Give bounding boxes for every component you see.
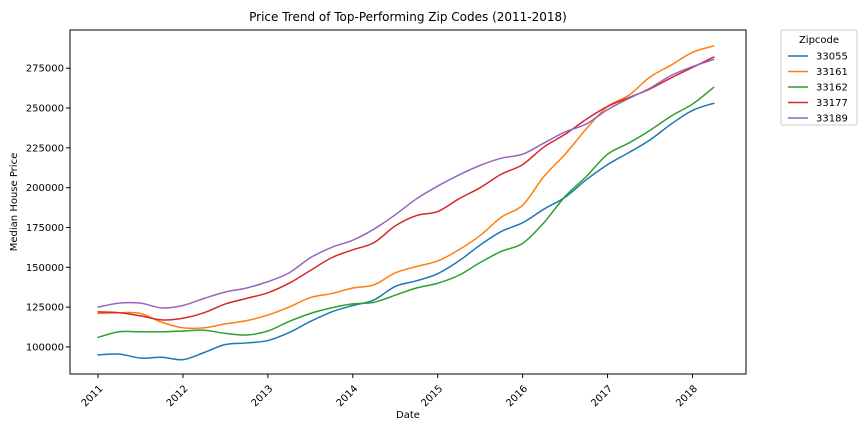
x-tick-label: 2017 [589,383,615,409]
x-tick-label: 2011 [80,383,106,409]
y-tick-label: 225000 [26,143,64,154]
legend-label-33177: 33177 [816,98,848,109]
legend-label-33055: 33055 [816,52,848,63]
chart-title: Price Trend of Top-Performing Zip Codes … [249,10,567,24]
x-tick-label: 2018 [674,383,700,409]
y-axis-label: Median House Price [9,153,20,251]
x-axis: 2011 2012 2013 2014 2015 2016 2017 2018 [80,374,700,409]
legend: Zipcode 33055 33161 33162 33177 33189 [780,29,858,126]
x-tick-label: 2013 [250,383,276,409]
y-tick-label: 250000 [26,104,64,115]
y-tick-label: 100000 [26,342,64,353]
series-line-33055 [97,102,715,361]
y-axis: 100000 125000 150000 175000 200000 225000 2500… [26,64,70,353]
x-tick-label: 2012 [165,383,191,409]
x-tick-label: 2016 [504,383,530,409]
x-axis-label: Date [396,410,420,421]
legend-items: 33055 33161 33162 33177 33189 [788,52,848,125]
y-tick-label: 175000 [26,223,64,234]
series-line-33162 [97,86,715,339]
legend-label-33162: 33162 [816,83,848,94]
plot-area [69,29,747,375]
y-tick-label: 125000 [26,303,64,314]
y-tick-label: 200000 [26,183,64,194]
y-tick-label: 275000 [26,64,64,75]
x-tick-label: 2015 [419,383,445,409]
legend-label-33189: 33189 [816,114,848,125]
legend-label-33161: 33161 [816,67,848,78]
legend-frame [780,29,858,126]
legend-title: Zipcode [799,35,839,46]
series-layer [97,45,715,361]
series-line-33189 [97,58,715,309]
series-line-33177 [97,56,715,321]
x-tick-label: 2014 [335,383,361,409]
y-tick-label: 150000 [26,263,64,274]
